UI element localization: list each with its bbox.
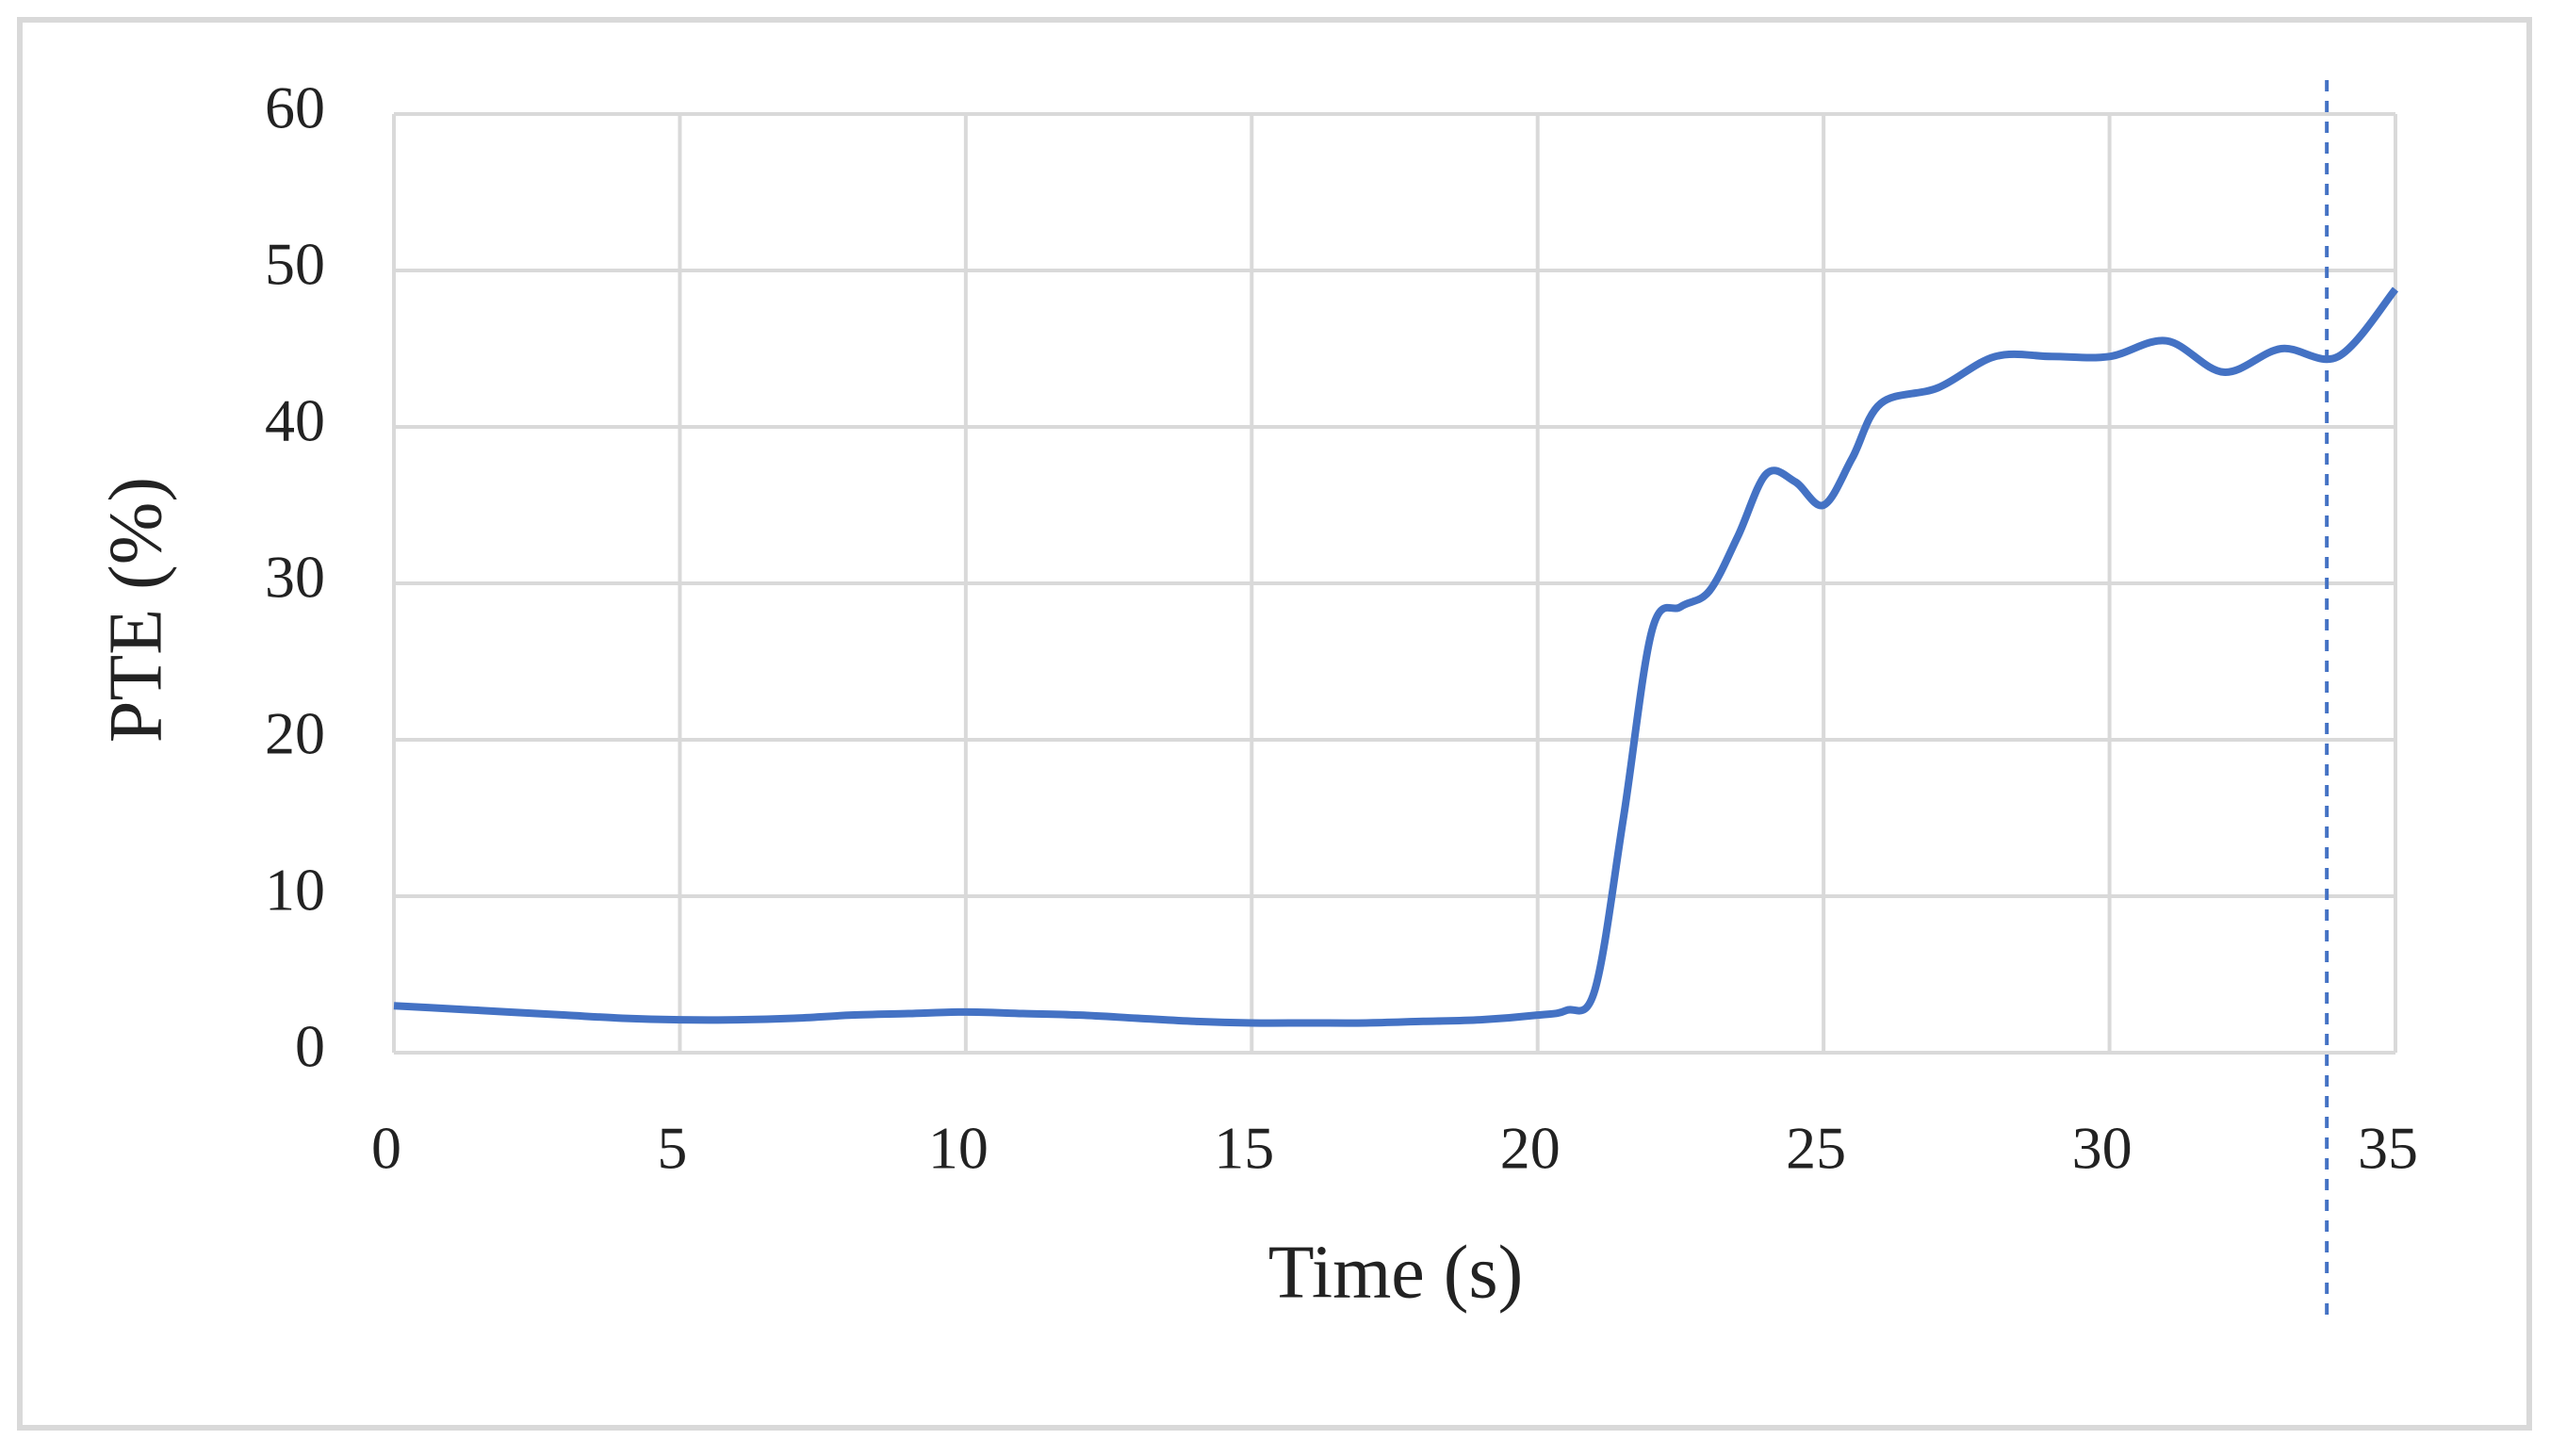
y-tick-label: 50 bbox=[265, 231, 325, 298]
x-tick-label: 0 bbox=[371, 1115, 401, 1182]
y-tick-label: 40 bbox=[265, 387, 325, 454]
x-tick-label: 5 bbox=[657, 1115, 687, 1182]
x-tick-label: 20 bbox=[1500, 1115, 1561, 1182]
x-tick-label: 10 bbox=[928, 1115, 989, 1182]
y-tick-label: 0 bbox=[295, 1013, 325, 1080]
y-tick-label: 30 bbox=[265, 544, 325, 611]
x-axis-title: Time (s) bbox=[1268, 1231, 1523, 1314]
y-tick-label: 10 bbox=[265, 857, 325, 924]
x-tick-label: 25 bbox=[1786, 1115, 1846, 1182]
data-line bbox=[393, 286, 2399, 1027]
x-tick-label: 35 bbox=[2358, 1115, 2418, 1182]
x-tick-label: 15 bbox=[1214, 1115, 1274, 1182]
y-tick-label: 20 bbox=[265, 700, 325, 767]
y-tick-label: 60 bbox=[265, 74, 325, 141]
x-tick-label: 30 bbox=[2072, 1115, 2133, 1182]
frame bbox=[17, 17, 2532, 1431]
y-axis-title: PTE (%) bbox=[94, 477, 177, 743]
